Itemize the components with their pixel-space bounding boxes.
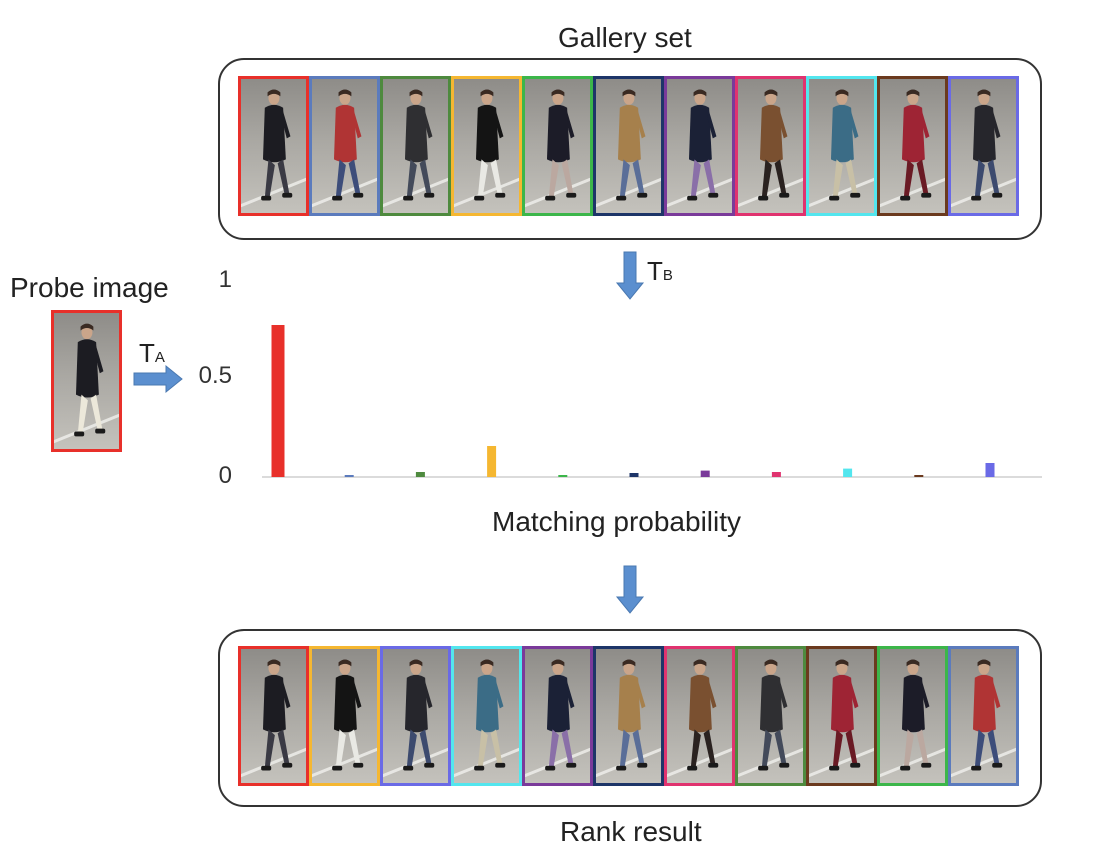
bar-3 xyxy=(415,472,425,477)
transform-b-main: T xyxy=(647,256,663,286)
probe-image xyxy=(51,310,122,452)
arrow-down-icon xyxy=(615,251,645,300)
gallery-strip xyxy=(238,76,1019,216)
y-tick-1: 1 xyxy=(218,266,232,293)
pedestrian-icon xyxy=(332,659,364,771)
y-tick-0.5: 0.5 xyxy=(198,362,232,389)
pedestrian-icon xyxy=(616,89,648,201)
pedestrian-icon xyxy=(971,89,1003,201)
rank-result-title: Rank result xyxy=(560,816,702,847)
pedestrian-icon xyxy=(474,659,506,771)
transform-b-label: TB xyxy=(647,256,673,287)
person-tan-coat-thumbnail xyxy=(593,646,664,786)
transform-a-main: T xyxy=(139,338,155,368)
person-teal-jacket-thumbnail xyxy=(806,76,877,216)
person-brown-coat-thumbnail xyxy=(735,76,806,216)
person-dark-coat-thumbnail xyxy=(735,646,806,786)
pedestrian-icon xyxy=(474,89,506,201)
person-blonde-thumbnail xyxy=(877,646,948,786)
bar-1 xyxy=(271,325,285,477)
arrow-right-icon xyxy=(133,364,183,394)
bar-8 xyxy=(771,472,781,477)
matching-probability-label: Matching probability xyxy=(492,506,742,537)
pedestrian-icon xyxy=(687,659,719,771)
person-brown-coat-thumbnail xyxy=(664,646,735,786)
bar-9 xyxy=(843,468,853,477)
transform-b-sub: B xyxy=(662,267,673,284)
pedestrian-icon xyxy=(545,89,577,201)
bar-11 xyxy=(985,463,995,477)
pedestrian-icon xyxy=(74,323,106,437)
pedestrian-icon xyxy=(829,659,861,771)
probe-image-title: Probe image xyxy=(10,272,169,303)
pedestrian-icon xyxy=(545,659,577,771)
pedestrian-icon xyxy=(829,89,861,201)
person-dark-suit-thumbnail xyxy=(238,646,309,786)
person-red-jacket-thumbnail xyxy=(948,646,1019,786)
gallery-set-title: Gallery set xyxy=(558,22,692,53)
pedestrian-icon xyxy=(616,659,648,771)
pedestrian-icon xyxy=(261,659,293,771)
person-tan-coat-thumbnail xyxy=(593,76,664,216)
bar-5 xyxy=(558,475,568,477)
bar-6 xyxy=(629,473,639,477)
pedestrian-icon xyxy=(758,659,790,771)
pedestrian-icon xyxy=(403,659,435,771)
person-black-jacket-thumbnail xyxy=(380,646,451,786)
person-red-coat-thumbnail xyxy=(806,646,877,786)
person-navy-coat-thumbnail xyxy=(664,76,735,216)
transform-a-sub: A xyxy=(154,349,165,366)
bar-2 xyxy=(344,475,354,477)
person-dark-suit-thumbnail xyxy=(238,76,309,216)
person-teal-jacket-thumbnail xyxy=(451,646,522,786)
pedestrian-icon xyxy=(332,89,364,201)
bar-7 xyxy=(700,470,710,477)
person-black-coat-thumbnail xyxy=(309,646,380,786)
person-dark-coat-thumbnail xyxy=(380,76,451,216)
bar-4 xyxy=(487,446,497,477)
pedestrian-icon xyxy=(758,89,790,201)
y-tick-0: 0 xyxy=(218,462,232,489)
transform-a-label: TA xyxy=(139,338,165,369)
pedestrian-icon xyxy=(261,89,293,201)
pedestrian-icon xyxy=(900,659,932,771)
person-red-jacket-thumbnail xyxy=(309,76,380,216)
pedestrian-icon xyxy=(971,659,1003,771)
pedestrian-icon xyxy=(403,89,435,201)
bar-10 xyxy=(914,475,924,477)
rank-strip xyxy=(238,646,1019,786)
person-black-coat-thumbnail xyxy=(451,76,522,216)
person-red-coat-thumbnail xyxy=(877,76,948,216)
pedestrian-icon xyxy=(900,89,932,201)
arrow-down-icon xyxy=(615,565,645,614)
person-black-jacket-thumbnail xyxy=(948,76,1019,216)
pedestrian-icon xyxy=(687,89,719,201)
person-blonde-thumbnail xyxy=(522,76,593,216)
person-navy-coat-thumbnail xyxy=(522,646,593,786)
person-dark-suit-thumbnail xyxy=(51,310,122,452)
